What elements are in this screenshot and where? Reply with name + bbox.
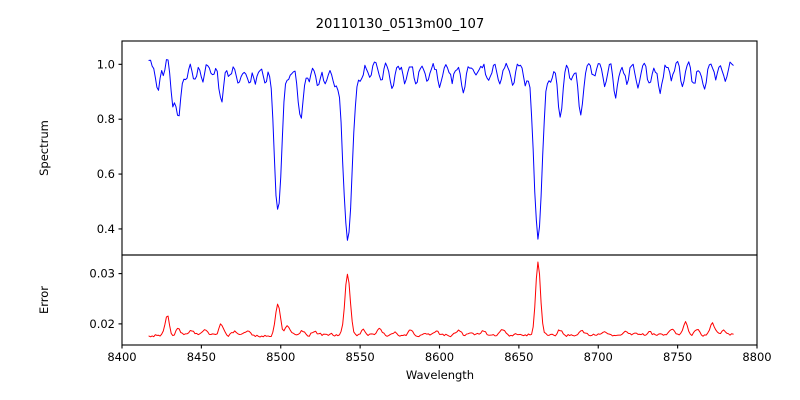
error-y-tick-label: 0.02 <box>89 317 115 331</box>
error-y-tick-label: 0.03 <box>89 267 115 281</box>
error-panel: 0.02 0.03 8400 8450 8500 8550 8600 8650 8700 875… <box>37 254 772 382</box>
spectrum-y-tick-label: 0.4 <box>97 222 115 236</box>
spectrum-panel: 0.4 0.6 0.8 1.0 Spectrum <box>37 40 758 256</box>
wavelength-x-ticks: 8400 8450 8500 8550 8600 8650 8700 8750 8800 <box>107 345 772 364</box>
wavelength-tick-label: 8500 <box>266 350 295 364</box>
wavelength-tick-label: 8650 <box>504 350 533 364</box>
wavelength-tick-label: 8400 <box>107 350 136 364</box>
wavelength-x-axis-label: Wavelength <box>406 368 474 382</box>
error-y-ticks: 0.02 0.03 <box>89 267 122 331</box>
error-data-line <box>148 261 734 338</box>
spectrum-y-tick-label: 1.0 <box>97 57 115 71</box>
wavelength-tick-label: 8550 <box>345 350 374 364</box>
error-axes-frame <box>121 254 758 346</box>
spectrum-y-tick-label: 0.6 <box>97 167 115 181</box>
figure-title: 20110130_0513m00_107 <box>316 17 485 32</box>
wavelength-tick-label: 8450 <box>187 350 216 364</box>
spectrum-y-axis-label: Spectrum <box>37 120 51 176</box>
spectrum-data-line <box>148 59 734 241</box>
spectrum-y-ticks: 0.4 0.6 0.8 1.0 <box>97 57 122 236</box>
wavelength-tick-label: 8600 <box>425 350 454 364</box>
wavelength-tick-label: 8800 <box>742 350 771 364</box>
wavelength-tick-label: 8700 <box>584 350 613 364</box>
error-y-axis-label: Error <box>37 286 51 314</box>
spectrum-y-tick-label: 0.8 <box>97 112 115 126</box>
wavelength-tick-label: 8750 <box>663 350 692 364</box>
